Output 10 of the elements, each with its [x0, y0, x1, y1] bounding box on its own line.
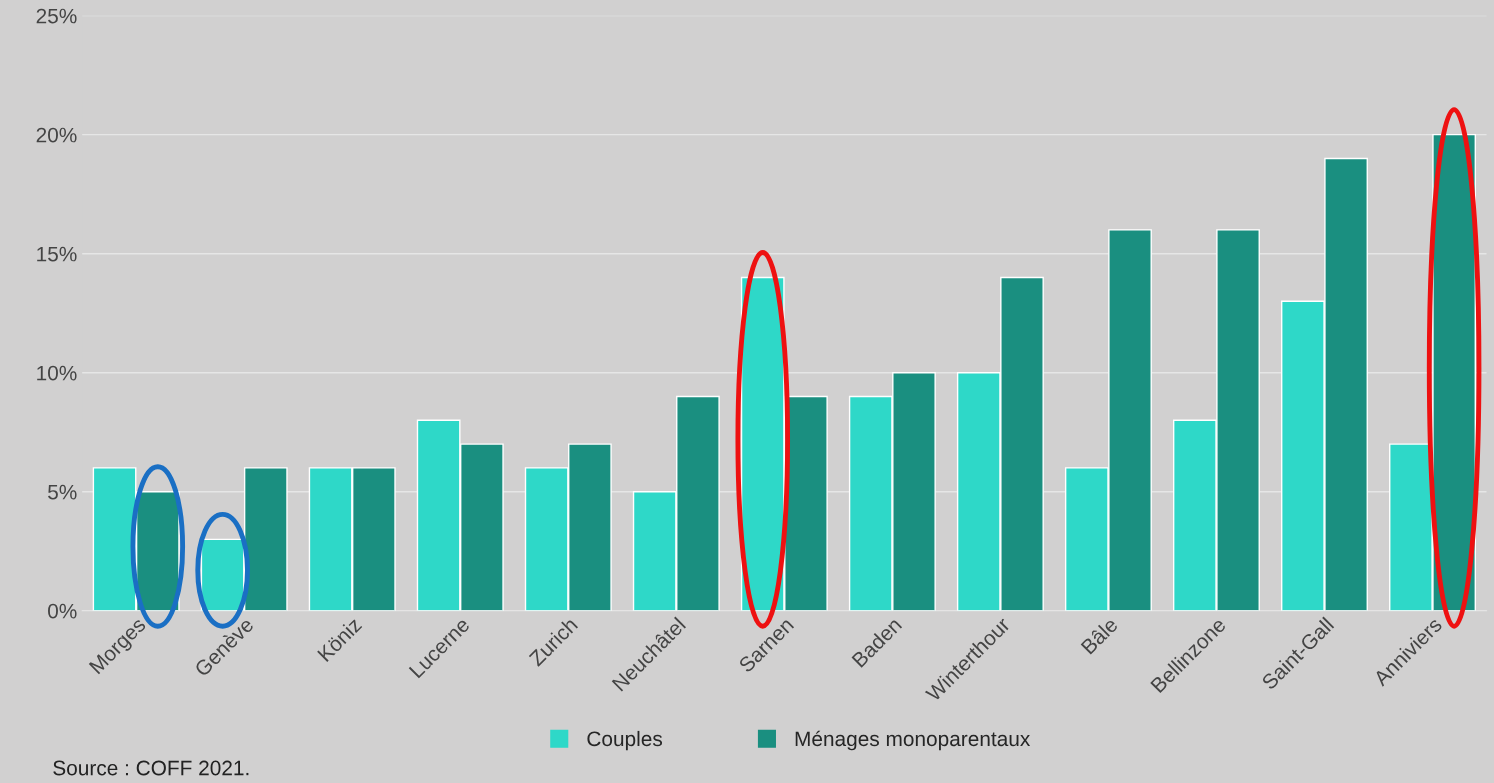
y-tick-label: 5%: [48, 484, 77, 500]
x-tick-label: Bâle: [1080, 616, 1119, 655]
y-tick-label: 25%: [36, 8, 77, 24]
y-tick-label: 20%: [36, 127, 77, 143]
legend-label: Ménages monoparentaux: [795, 730, 1031, 751]
y-tick-label: 0%: [48, 603, 77, 619]
source-note: Source : COFF 2021.: [53, 760, 249, 776]
legend-label: Couples: [587, 730, 663, 751]
y-tick-label: 10%: [37, 365, 77, 381]
y-tick-label: 15%: [37, 246, 77, 262]
